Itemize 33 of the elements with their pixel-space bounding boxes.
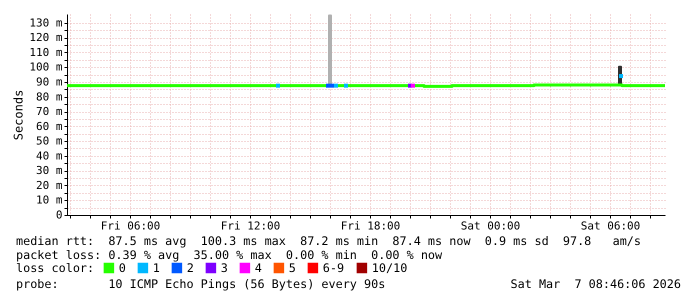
legend-label: 0 [118, 261, 126, 276]
legend-label: 3 [220, 261, 228, 276]
y-tick-label: 30 m [36, 164, 63, 178]
y-tick-label: 50 m [36, 134, 63, 148]
y-tick-label: 80 m [36, 90, 63, 104]
y-tick-label: 20 m [36, 178, 63, 192]
x-tick-label: Sat 00:00 [460, 220, 520, 232]
text: Sat Mar 7 08:46:06 2026 [510, 277, 681, 291]
y-tick-label: 10 m [36, 194, 63, 207]
y-tick-label: 110 m [29, 46, 63, 59]
legend-title: loss color: [16, 261, 94, 275]
y-axis-title: Seconds [11, 90, 26, 140]
y-tick-label: 0 [56, 208, 62, 222]
legend-label: 1 [152, 261, 160, 276]
legend-label: 10/10 [372, 261, 408, 276]
text: packet loss: 0.39 % avg 35.00 % max 0.00 % min 0.00 % now [16, 248, 442, 262]
y-tick-label: 130 m [29, 16, 63, 30]
legend-label: 4 [254, 261, 262, 276]
x-tick-label: Sat 06:00 [580, 220, 640, 232]
x-tick-label: Fri 06:00 [100, 220, 160, 232]
text: probe: 10 ICMP Echo Pings (56 Bytes) every 90s [16, 277, 386, 291]
y-tick-label: 60 m [36, 120, 63, 133]
y-tick-label: 120 m [29, 31, 63, 44]
x-tick-label: Fri 18:00 [340, 220, 400, 232]
x-tick-label: Fri 12:00 [220, 220, 280, 232]
y-tick-label: 40 m [36, 149, 63, 162]
legend-label: 2 [186, 261, 194, 276]
text: median rtt: 87.5 ms avg 100.3 ms max 87.2 ms min 87.4 ms now 0.9 ms sd 97.8 am/s [16, 234, 642, 248]
legend-label: 5 [288, 261, 296, 276]
y-tick-label: 70 m [36, 105, 63, 118]
y-tick-label: 100 m [29, 60, 63, 74]
y-tick-label: 90 m [36, 75, 63, 88]
legend-label: 6-9 [322, 261, 344, 276]
